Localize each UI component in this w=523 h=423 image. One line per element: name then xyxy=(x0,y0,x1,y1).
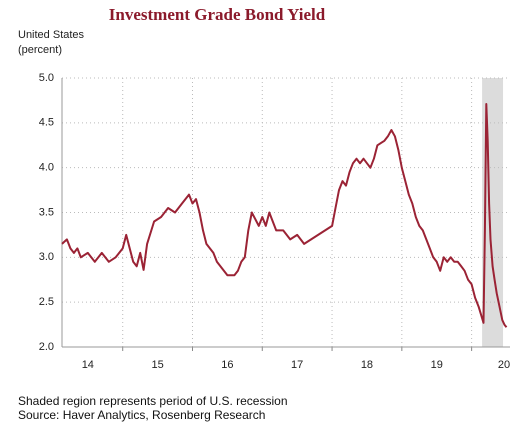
x-tick-label: 17 xyxy=(291,359,303,371)
y-tick-label: 3.5 xyxy=(39,206,54,218)
x-tick-label: 18 xyxy=(361,359,373,371)
y-tick-label: 4.5 xyxy=(39,117,54,129)
y-tick-label: 2.5 xyxy=(39,296,54,308)
x-tick-label: 20 xyxy=(498,359,510,371)
data-line xyxy=(61,103,508,328)
x-tick-label: 15 xyxy=(151,359,163,371)
y-axis-label: (percent) xyxy=(18,44,62,56)
source: Source: Haver Analytics, Rosenberg Resea… xyxy=(18,408,265,422)
y-tick-label: 3.0 xyxy=(39,251,54,263)
y-tick-label: 4.0 xyxy=(39,162,54,174)
x-tick-label: 16 xyxy=(221,359,233,371)
x-tick-label: 19 xyxy=(431,359,443,371)
y-tick-label: 2.0 xyxy=(39,341,54,353)
x-tick-label: 14 xyxy=(82,359,94,371)
subtitle: United States xyxy=(18,29,85,41)
note: Shaded region represents period of U.S. … xyxy=(18,394,288,408)
y-tick-label: 5.0 xyxy=(39,72,54,84)
chart-title: Investment Grade Bond Yield xyxy=(109,5,326,24)
